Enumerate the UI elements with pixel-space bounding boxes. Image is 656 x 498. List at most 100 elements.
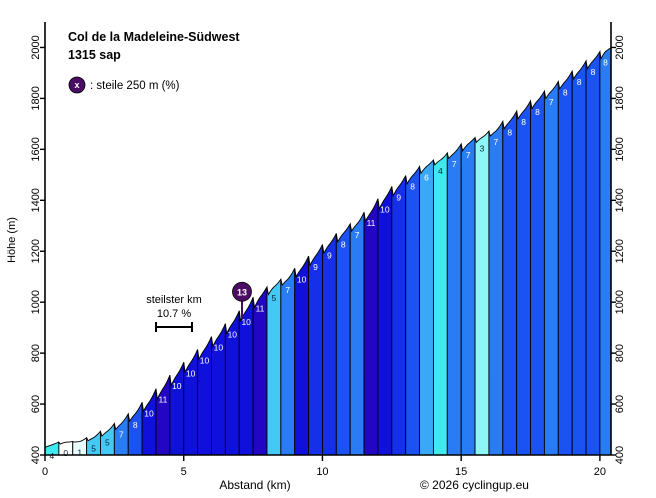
segment-gradient-label: 7 (355, 230, 360, 240)
steepest-km-value: 10.7 % (157, 308, 191, 320)
segment-gradient-label: 11 (367, 218, 376, 228)
x-axis-title: Abstand (km) (219, 478, 290, 492)
legend-text: : steile 250 m (%) (90, 80, 180, 92)
segment-gradient-label: 8 (591, 67, 596, 77)
segment-gradient-label: 10 (172, 381, 182, 391)
gradient-segment (571, 59, 587, 456)
gradient-segment (474, 129, 490, 456)
gradient-segment (349, 212, 365, 456)
segment-gradient-label: 10 (228, 330, 238, 340)
segment-gradient-label: 9 (327, 251, 332, 261)
gradient-segment (502, 109, 518, 456)
segment-gradient-label: 7 (452, 159, 457, 169)
gradient-segment (432, 151, 448, 456)
gradient-segment (488, 119, 504, 456)
y-axis-tick-label-left: 600 (30, 395, 42, 413)
x-axis-tick-label: 15 (455, 466, 467, 478)
y-axis-tick-label-right: 600 (614, 395, 626, 413)
segment-gradient-label: 5 (105, 437, 110, 447)
y-axis-tick-label-left: 1600 (30, 137, 42, 161)
x-axis-tick-label: 5 (181, 466, 187, 478)
gradient-segment (377, 186, 393, 456)
gradient-segment (155, 375, 171, 456)
annotations-group: 13 (232, 281, 252, 318)
y-axis-tick-label-right: 800 (614, 344, 626, 362)
y-axis-tick-label-left: 1200 (30, 239, 42, 263)
gradient-segment (516, 99, 531, 456)
segment-gradient-label: 8 (521, 117, 526, 127)
segment-gradient-label: 10 (241, 317, 251, 327)
gradient-segment (197, 336, 212, 456)
segment-gradient-label: 8 (603, 58, 608, 68)
y-axis-tick-label-left: 1800 (30, 86, 42, 110)
gradient-segment (460, 136, 476, 456)
gradient-segment (405, 165, 421, 456)
chart-title-line1: Col de la Madeleine-Südwest (68, 30, 240, 44)
segment-gradient-label: 11 (256, 303, 265, 313)
segment-gradient-label: 10 (144, 408, 154, 418)
segment-gradient-label: 8 (133, 420, 138, 430)
steepest-km-bar (155, 322, 193, 332)
segment-gradient-label: 9 (313, 262, 318, 272)
gradient-segment (543, 79, 559, 456)
legend: x : steile 250 m (%) (68, 76, 180, 94)
gradient-segment (335, 222, 351, 456)
y-axis-tick-label-right: 400 (614, 446, 626, 464)
gradient-segment (599, 46, 612, 456)
gradient-segment (169, 362, 185, 456)
gradient-segment (141, 388, 157, 456)
segment-gradient-label: 5 (91, 444, 96, 454)
segment-gradient-label: 9 (396, 193, 401, 203)
segment-gradient-label: 8 (563, 88, 568, 98)
y-axis-tick-label-right: 1000 (614, 290, 626, 314)
x-axis-tick-label: 20 (594, 466, 606, 478)
gradient-segment (363, 198, 379, 456)
gradient-segment (266, 277, 282, 456)
gradient-segment (280, 268, 296, 456)
gradient-segment (585, 50, 601, 456)
profile-area: 4015578101110101010101011571099871110986… (44, 46, 612, 461)
segment-gradient-label: 8 (507, 127, 512, 137)
segment-gradient-label: 7 (285, 285, 290, 295)
segment-gradient-label: 8 (577, 77, 582, 87)
segment-gradient-label: 8 (410, 182, 415, 192)
gradient-segment (294, 255, 310, 456)
segment-gradient-label: 8 (341, 240, 346, 250)
gradient-segment (557, 69, 573, 456)
gradient-segment (183, 349, 199, 456)
segment-gradient-label: 3 (480, 144, 485, 154)
steepest-km-label: steilster km (146, 294, 202, 306)
gradient-segment (308, 244, 323, 456)
gradient-segment (391, 175, 407, 456)
gradient-segment (419, 158, 434, 456)
y-axis-title: Höhe (m) (6, 217, 18, 263)
segment-gradient-label: 1 (77, 448, 82, 458)
gradient-segment (446, 142, 462, 456)
legend-marker-glyph: x (74, 80, 79, 90)
y-axis-tick-label-right: 1400 (614, 188, 626, 212)
segment-gradient-label: 7 (119, 430, 124, 440)
segment-gradient-label: 8 (535, 107, 540, 117)
gradient-segment (322, 233, 337, 456)
segment-gradient-label: 10 (380, 205, 390, 215)
segment-gradient-label: 10 (186, 368, 196, 378)
segment-gradient-label: 11 (158, 395, 167, 405)
y-axis-tick-label-right: 1800 (614, 86, 626, 110)
segment-gradient-label: 6 (424, 173, 429, 183)
y-axis-tick-label-left: 800 (30, 344, 42, 362)
segment-gradient-label: 0 (63, 448, 68, 458)
segment-gradient-label: 10 (297, 274, 307, 284)
y-axis-tick-label-right: 1200 (614, 239, 626, 263)
segment-gradient-label: 7 (466, 150, 471, 160)
gradient-segment (530, 89, 545, 456)
chart-title-line2: 1315 sap (68, 48, 121, 62)
y-axis-tick-label-right: 2000 (614, 35, 626, 59)
segment-gradient-label: 7 (494, 137, 499, 147)
segment-gradient-label: 10 (200, 355, 210, 365)
y-axis-tick-label-left: 2000 (30, 35, 42, 59)
steepest-marker-icon (232, 281, 252, 302)
y-axis-tick-label-left: 1000 (30, 290, 42, 314)
